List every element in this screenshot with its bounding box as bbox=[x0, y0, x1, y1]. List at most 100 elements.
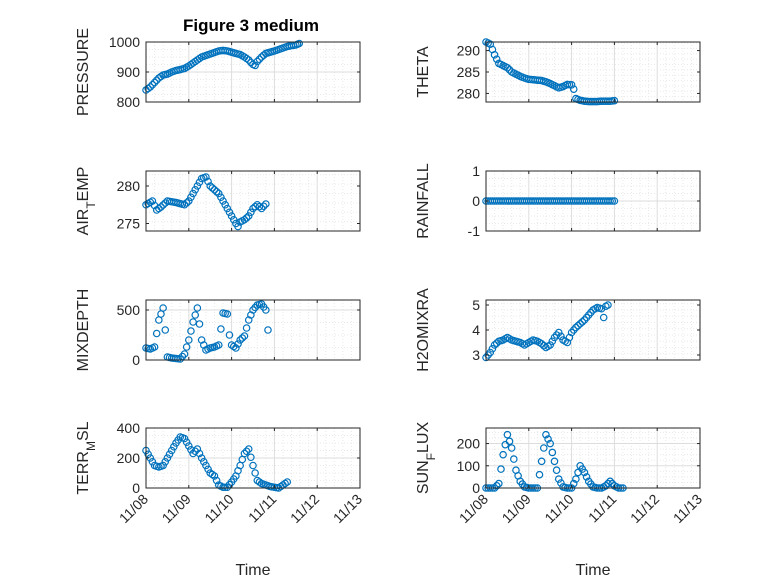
data-point bbox=[238, 334, 247, 342]
data-point bbox=[221, 200, 229, 209]
data-point bbox=[542, 430, 550, 439]
y-tick-label: 285 bbox=[457, 64, 481, 80]
y-axis-label: RAINFALL bbox=[415, 163, 432, 239]
data-point bbox=[283, 478, 292, 486]
data-point bbox=[535, 470, 544, 479]
data-point bbox=[229, 215, 238, 224]
data-point bbox=[259, 202, 268, 211]
data-point bbox=[165, 450, 174, 459]
y-tick-label: 800 bbox=[117, 94, 141, 110]
y-axis-label: TERRMSL bbox=[75, 421, 98, 494]
data-point bbox=[182, 438, 191, 447]
data-point bbox=[602, 481, 610, 490]
data-point bbox=[242, 54, 251, 63]
x-tick-label: 11/10 bbox=[541, 491, 577, 527]
data-point bbox=[185, 336, 193, 344]
x-tick-label: 11/10 bbox=[201, 491, 237, 527]
data-point bbox=[148, 457, 157, 466]
data-point bbox=[182, 343, 191, 351]
subplot-rainfall: -1 0 1 RAINFALL bbox=[415, 163, 701, 239]
data-point bbox=[159, 201, 167, 209]
x-tick-label: 11/13 bbox=[670, 491, 706, 527]
x-axis-label: Time bbox=[236, 562, 271, 579]
subplot-mixdepth: 0 500 MIXDEPTH bbox=[75, 289, 361, 372]
data-point bbox=[195, 54, 204, 63]
data-point bbox=[281, 479, 289, 488]
data-point bbox=[234, 222, 242, 231]
y-axis-label: H2OMIXRA bbox=[415, 288, 432, 372]
subplot-terr_msl: 0 200 400 11/08 11/09 11/10 11/11 11/12 11/13 Tim… bbox=[75, 420, 365, 579]
data-point bbox=[488, 344, 497, 353]
axes-background bbox=[486, 42, 700, 102]
axes-background bbox=[486, 300, 700, 360]
data-point bbox=[554, 475, 563, 483]
data-point bbox=[251, 61, 259, 70]
y-tick-label: 200 bbox=[457, 436, 481, 452]
data-point bbox=[193, 304, 202, 312]
data-point bbox=[210, 185, 219, 194]
subplot-air_temp: 275 280 AIRTEMP bbox=[75, 167, 361, 236]
y-tick-label: 100 bbox=[457, 458, 481, 474]
data-point bbox=[148, 80, 157, 89]
data-point bbox=[185, 442, 193, 450]
x-tick-label: 11/09 bbox=[159, 491, 195, 527]
data-point bbox=[552, 466, 561, 475]
data-point bbox=[580, 468, 589, 477]
y-tick-label: 1000 bbox=[109, 34, 140, 50]
y-axis-label: SUNFLUX bbox=[415, 422, 438, 495]
data-point bbox=[191, 311, 200, 319]
data-point bbox=[604, 479, 612, 488]
y-tick-label: 0 bbox=[132, 480, 140, 496]
data-point bbox=[572, 323, 580, 332]
data-point bbox=[217, 193, 225, 202]
data-point bbox=[244, 445, 253, 453]
data-point bbox=[210, 472, 219, 480]
data-point bbox=[242, 324, 251, 332]
data-point bbox=[161, 457, 170, 466]
data-point bbox=[159, 461, 167, 470]
data-point bbox=[193, 182, 202, 190]
data-point bbox=[537, 339, 546, 348]
data-point bbox=[144, 84, 152, 93]
data-point bbox=[606, 477, 614, 486]
data-point bbox=[262, 306, 270, 314]
data-point bbox=[240, 332, 249, 340]
data-point bbox=[495, 479, 503, 488]
data-point bbox=[544, 435, 552, 443]
x-tick-label: 11/12 bbox=[627, 491, 663, 527]
data-point bbox=[546, 341, 555, 349]
y-axis-label: MIXDEPTH bbox=[75, 289, 92, 372]
axes-box bbox=[485, 427, 701, 489]
x-tick-label: 11/12 bbox=[287, 491, 323, 527]
data-point bbox=[182, 199, 191, 207]
data-point bbox=[208, 184, 217, 192]
data-point bbox=[567, 81, 576, 89]
x-tick-label: 11/09 bbox=[499, 491, 535, 527]
data-point bbox=[195, 320, 204, 328]
data-point bbox=[604, 301, 612, 309]
data-point bbox=[295, 39, 304, 48]
data-point bbox=[262, 200, 270, 208]
data-point bbox=[225, 208, 234, 217]
data-point bbox=[223, 204, 232, 213]
axes-box bbox=[145, 299, 361, 361]
data-point bbox=[212, 187, 221, 196]
data-point bbox=[492, 481, 501, 490]
data-point bbox=[150, 343, 159, 351]
y-axis-label: AIRTEMP bbox=[75, 167, 98, 236]
data-point bbox=[242, 447, 251, 456]
y-tick-label: 200 bbox=[117, 450, 141, 466]
data-point bbox=[187, 193, 195, 202]
data-point bbox=[227, 212, 236, 220]
data-point bbox=[197, 454, 206, 462]
data-point bbox=[163, 454, 172, 462]
data-point bbox=[202, 461, 210, 470]
y-tick-label: 280 bbox=[457, 85, 481, 101]
data-point bbox=[204, 465, 212, 474]
data-point bbox=[503, 430, 512, 439]
data-point bbox=[569, 479, 578, 488]
data-point bbox=[599, 313, 608, 322]
data-point bbox=[180, 434, 189, 443]
figure-title: Figure 3 medium bbox=[183, 16, 319, 35]
